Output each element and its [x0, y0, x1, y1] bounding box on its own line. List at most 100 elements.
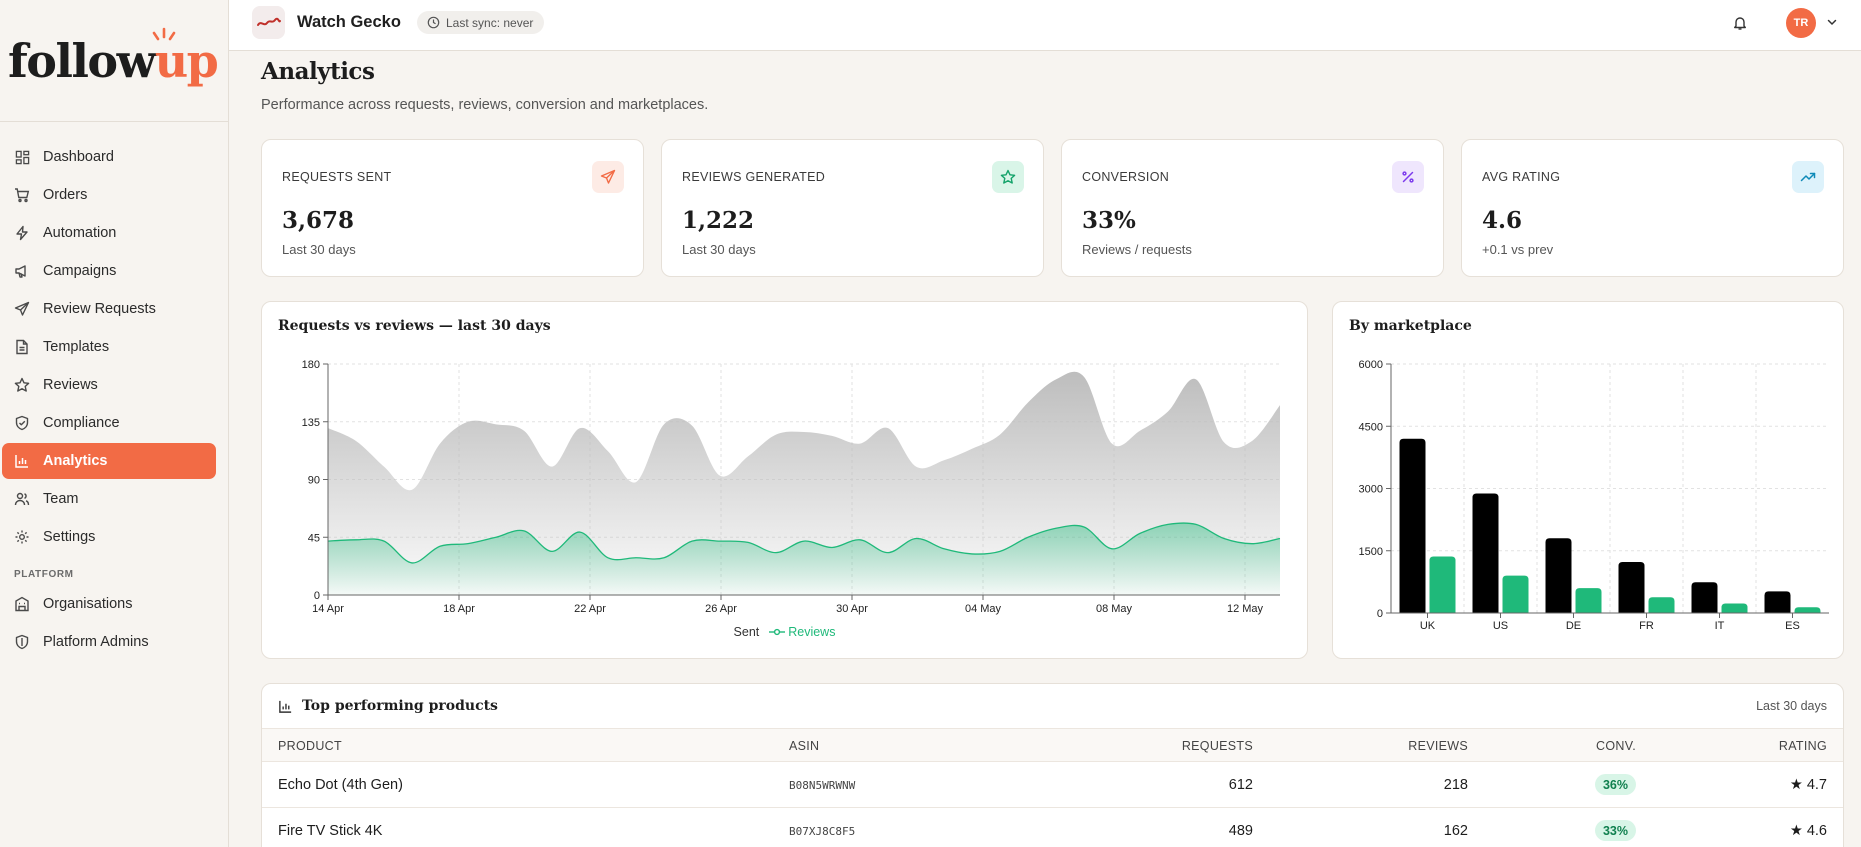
legend-sent[interactable]: Sent [733, 625, 760, 639]
bar-fr-reviews [1648, 597, 1675, 613]
column-asin[interactable]: ASIN [789, 739, 820, 753]
send-icon [14, 301, 30, 317]
avatar[interactable]: TR [1786, 8, 1816, 38]
by-marketplace-card: By marketplace 0 1500 3000 4500 6000 UK US DE FR… [1332, 301, 1844, 659]
sidebar-item-dashboard[interactable]: Dashboard [2, 139, 216, 175]
kpi-value: 3,678 [282, 207, 355, 234]
reviews-count: 162 [1443, 823, 1468, 839]
kpi-card-avg-rating: AVG RATING 4.6 +0.1 vs prev [1461, 139, 1844, 277]
column-conv[interactable]: CONV. [1596, 739, 1636, 753]
store-name[interactable]: Watch Gecko [297, 13, 401, 31]
sync-status-badge: Last sync: never [417, 11, 545, 34]
requests-vs-reviews-chart: 0 45 90 135 180 14 Apr 18 Apr 22 Apr 26 Apr 30 Ap… [302, 359, 1281, 615]
top-bar: Watch Gecko Last sync: never TR [229, 0, 1861, 51]
store-logo[interactable] [252, 6, 285, 39]
x-tick-label: 08 May [1096, 603, 1133, 615]
x-tick-label: 30 Apr [836, 603, 868, 615]
table-title: Top performing products [302, 698, 498, 714]
column-product[interactable]: PRODUCT [278, 739, 342, 753]
followup-logo[interactable]: followup [8, 26, 219, 90]
requests-vs-reviews-card: Requests vs reviews — last 30 days 0 45 90… [261, 301, 1308, 659]
conversion-badge: 36% [1594, 774, 1636, 795]
y-tick-label: 45 [308, 532, 320, 544]
chart-title: Requests vs reviews — last 30 days [278, 318, 551, 334]
sidebar-item-review-requests[interactable]: Review Requests [2, 291, 216, 327]
column-requests[interactable]: REQUESTS [1181, 739, 1253, 753]
sidebar-item-organisations[interactable]: Organisations [2, 586, 216, 622]
bar-uk-reviews [1429, 556, 1456, 613]
table-row[interactable]: Fire TV Stick 4K B07XJ8C8F5 489 162 33% … [262, 808, 1843, 847]
y-tick-label: 0 [314, 590, 320, 602]
by-marketplace-chart: 0 1500 3000 4500 6000 UK US DE FR IT ES [1359, 359, 1829, 632]
bar-de-reviews [1575, 588, 1602, 613]
column-reviews[interactable]: REVIEWS [1408, 739, 1468, 753]
kpi-note: Reviews / requests [1082, 242, 1192, 257]
sidebar: followup Dashboard Orders Automation Cam… [0, 0, 229, 847]
legend-reviews-label: Reviews [788, 625, 836, 639]
sidebar-item-team[interactable]: Team [2, 481, 216, 517]
sidebar-item-compliance[interactable]: Compliance [2, 405, 216, 441]
bolt-icon [14, 225, 30, 241]
sidebar-item-label: Reviews [43, 377, 98, 393]
asin: B08N5WRWNW [789, 779, 856, 792]
logo-sun-rays-icon [152, 27, 176, 41]
x-tick-label: ES [1785, 620, 1800, 632]
sidebar-item-analytics[interactable]: Analytics [2, 443, 216, 479]
x-tick-label: FR [1639, 620, 1654, 632]
kpi-card-conversion: CONVERSION 33% Reviews / requests [1061, 139, 1444, 277]
table-row[interactable]: Echo Dot (4th Gen) B08N5WRWNW 612 218 36… [262, 762, 1843, 808]
table-range: Last 30 days [1756, 699, 1827, 713]
requests-count: 612 [1228, 777, 1253, 793]
x-tick-label: DE [1566, 620, 1581, 632]
kpi-value: 33% [1082, 207, 1136, 234]
percent-icon [1392, 161, 1424, 193]
gear-icon [14, 529, 30, 545]
y-tick-label: 3000 [1359, 484, 1383, 496]
notifications-bell-icon[interactable] [1729, 12, 1751, 34]
chart-title: By marketplace [1349, 318, 1472, 334]
store-logo-mark-icon [256, 17, 281, 26]
sidebar-item-orders[interactable]: Orders [2, 177, 216, 213]
bar-de-sent [1545, 538, 1572, 613]
sidebar-item-label: Compliance [43, 415, 120, 431]
column-rating[interactable]: RATING [1778, 739, 1827, 753]
send-icon [592, 161, 624, 193]
sidebar-item-settings[interactable]: Settings [2, 519, 216, 555]
chevron-down-icon[interactable] [1826, 15, 1838, 33]
legend-reviews[interactable]: Reviews [768, 625, 836, 639]
users-icon [14, 491, 30, 507]
x-tick-label: 22 Apr [574, 603, 606, 615]
bar-it-sent [1691, 582, 1718, 613]
kpi-note: Last 30 days [682, 242, 756, 257]
shield-check-icon [14, 415, 30, 431]
sidebar-item-platform-admins[interactable]: Platform Admins [2, 624, 216, 660]
clock-icon [427, 16, 440, 29]
sidebar-item-reviews[interactable]: Reviews [2, 367, 216, 403]
product-name: Echo Dot (4th Gen) [278, 777, 403, 793]
sidebar-item-label: Analytics [43, 453, 108, 469]
kpi-card-reviews-generated: REVIEWS GENERATED 1,222 Last 30 days [661, 139, 1044, 277]
sidebar-item-templates[interactable]: Templates [2, 329, 216, 365]
bar-es-reviews [1794, 607, 1821, 613]
table-header: Top performing products Last 30 days [262, 684, 1843, 729]
x-tick-label: 26 Apr [705, 603, 737, 615]
sidebar-divider [0, 121, 229, 122]
sidebar-item-label: Review Requests [43, 301, 156, 317]
top-products-table: Top performing products Last 30 days PRO… [261, 683, 1844, 847]
y-tick-label: 4500 [1359, 421, 1383, 433]
sidebar-item-automation[interactable]: Automation [2, 215, 216, 251]
sidebar-item-label: Platform Admins [43, 634, 149, 650]
y-tick-label: 180 [302, 359, 320, 371]
reviews-line [327, 522, 1281, 564]
sidebar-item-label: Orders [43, 187, 88, 203]
reviews-count: 218 [1443, 777, 1468, 793]
bar-es-sent [1764, 591, 1791, 613]
y-tick-label: 0 [1377, 608, 1383, 620]
logo-wordmark: followup [8, 34, 219, 88]
kpi-note: +0.1 vs prev [1482, 242, 1554, 257]
chart-legend: Sent Reviews [262, 625, 1307, 639]
reviews-area [328, 522, 1280, 595]
bar-it-reviews [1721, 603, 1748, 613]
sidebar-item-campaigns[interactable]: Campaigns [2, 253, 216, 289]
page-title: Analytics [261, 58, 375, 85]
